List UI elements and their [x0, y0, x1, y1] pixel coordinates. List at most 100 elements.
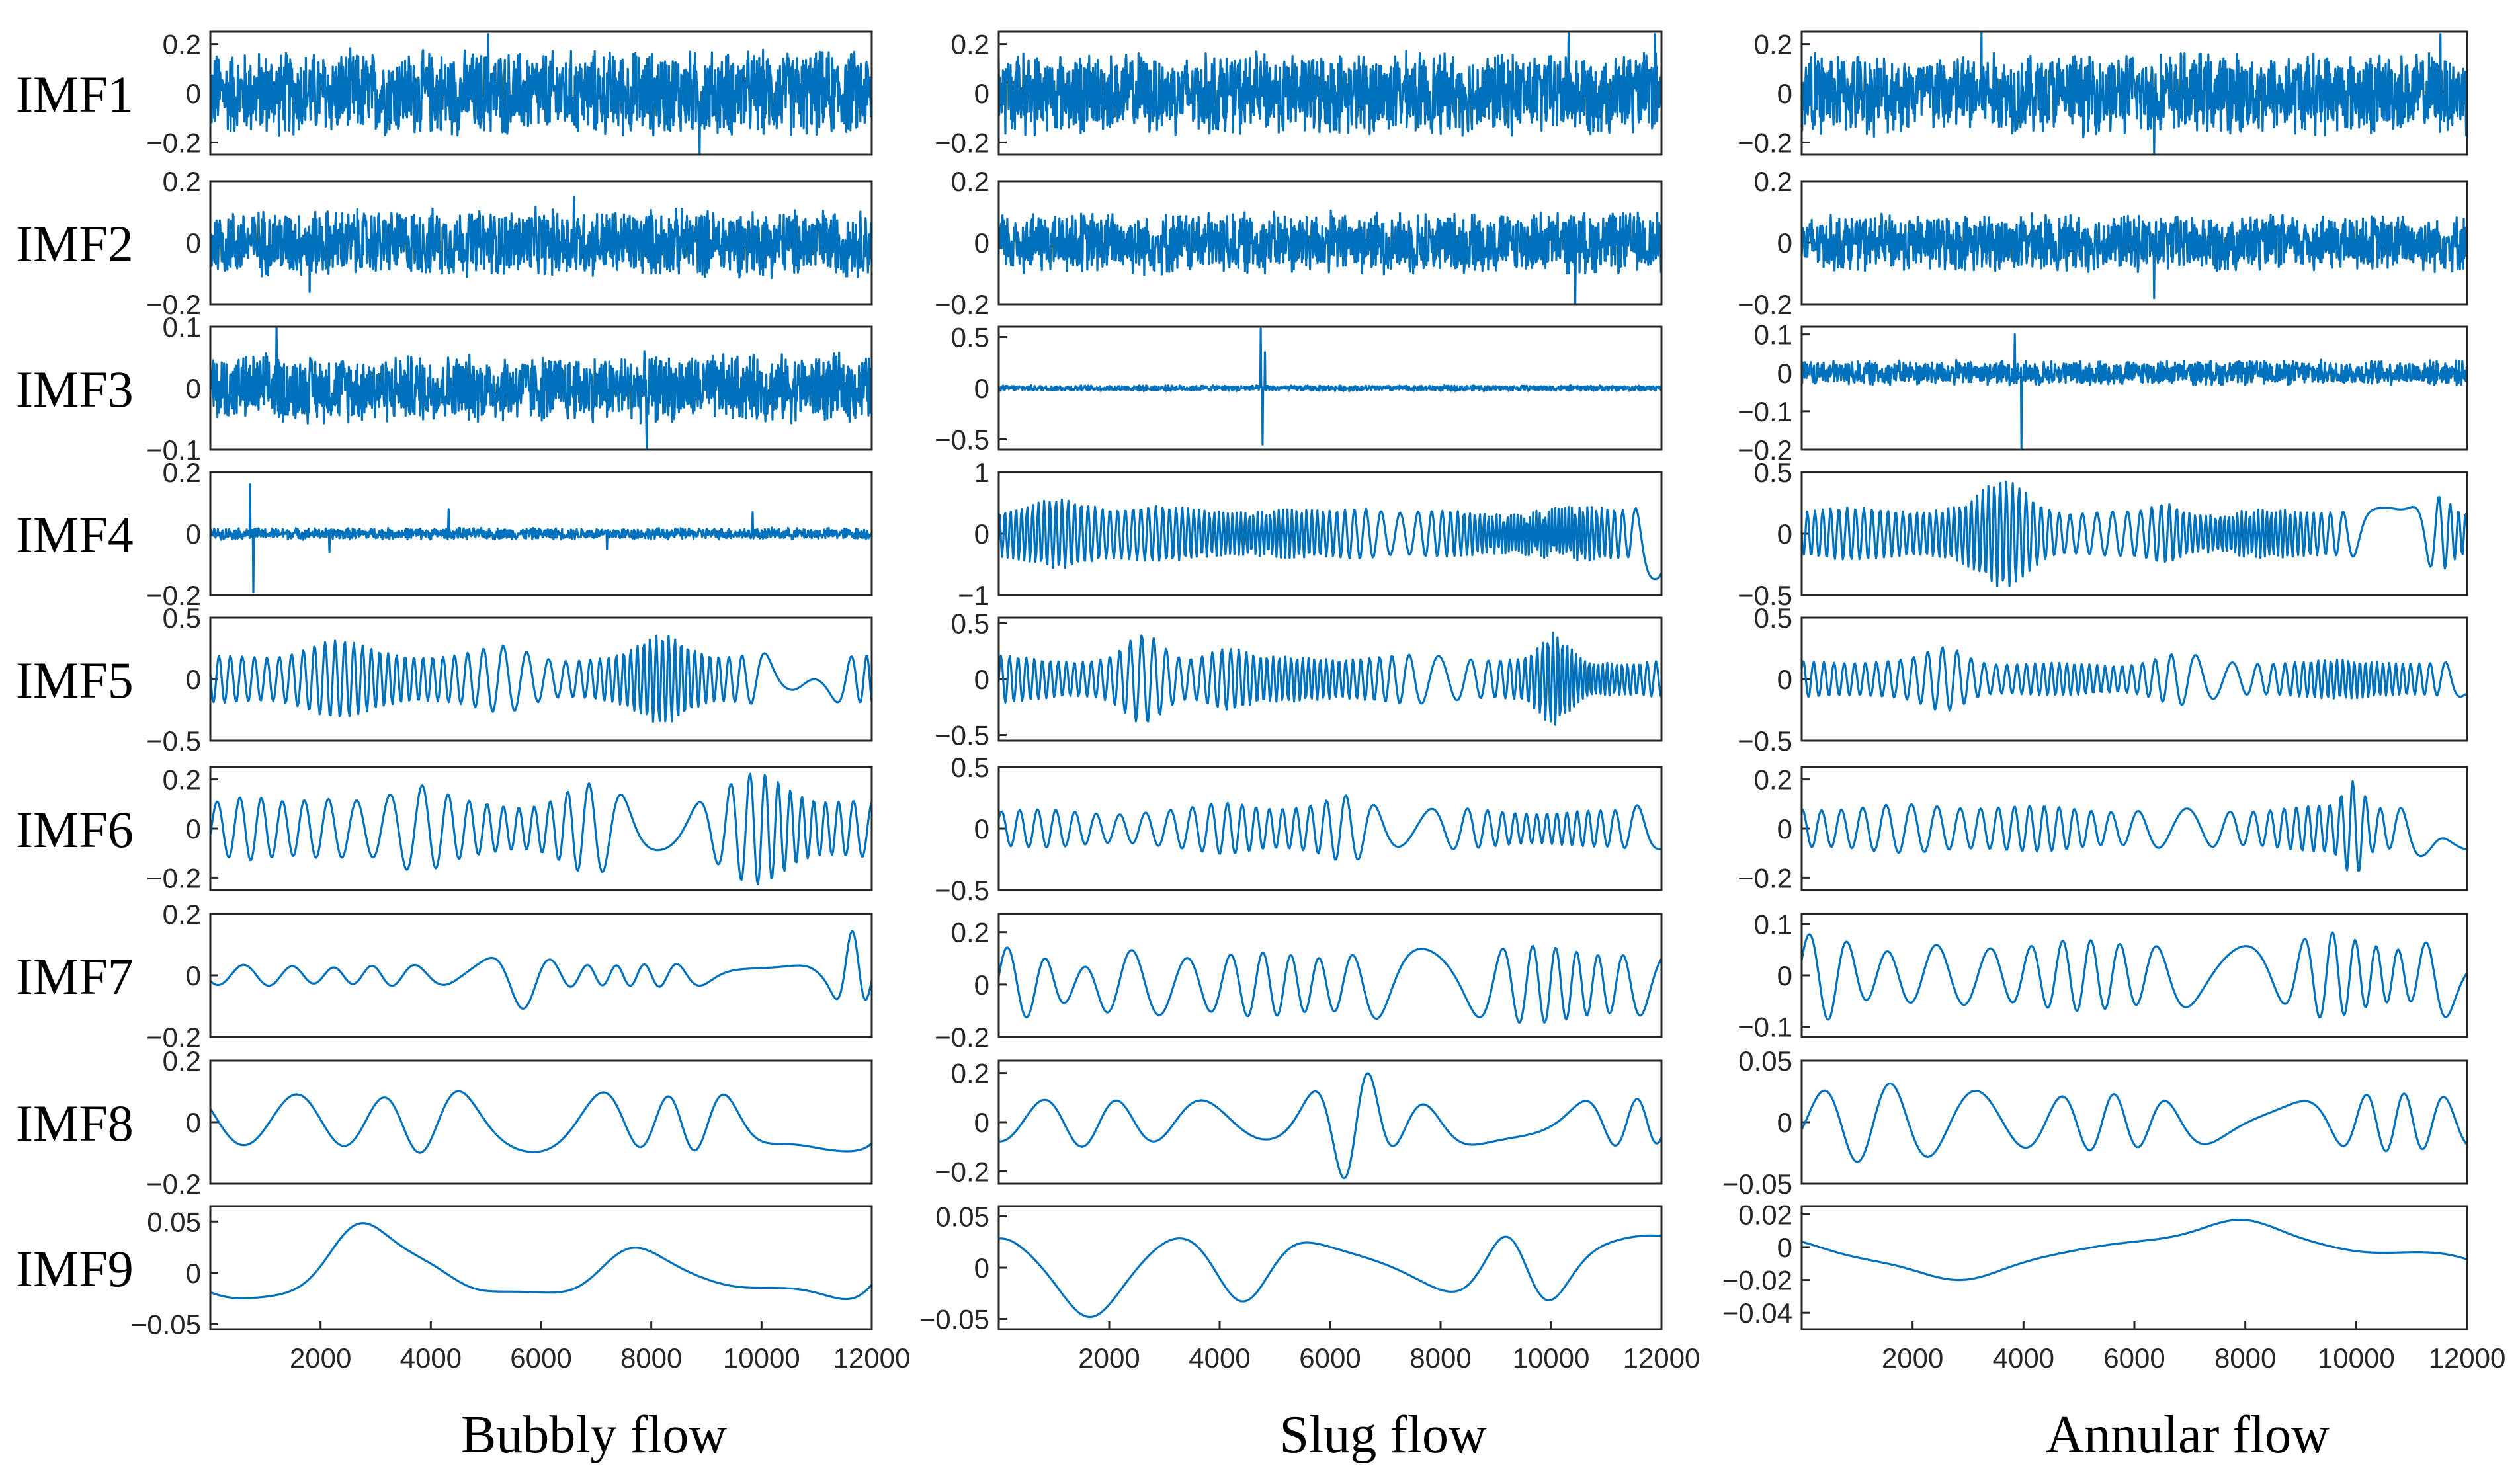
column-title-3: Annular flow [2046, 1406, 2330, 1464]
y-tick-label: −0.2 [1738, 127, 1792, 158]
y-tick-label: 0.5 [1754, 602, 1792, 634]
y-tick-label: 0 [974, 518, 989, 550]
y-tick-label: 0.2 [163, 899, 201, 930]
subplot-frame [997, 1205, 1663, 1330]
subplot-frame [209, 1205, 873, 1330]
y-tick-label: −0.2 [935, 127, 989, 158]
y-tick-label: 0 [974, 1252, 989, 1284]
y-tick-label: 0 [974, 373, 989, 404]
subplot-col2-imf3: 0.5 0 −0.5 [935, 322, 1663, 456]
signal-line [209, 930, 873, 1010]
y-tick-label: −0.2 [1738, 434, 1792, 466]
subplot-frame [209, 1059, 873, 1185]
x-tick-label: 8000 [620, 1342, 682, 1373]
signal-line [1801, 1219, 2468, 1282]
y-tick-label: −0.2 [146, 289, 201, 320]
y-tick-label: 0 [186, 1258, 201, 1289]
y-tick-label: −0.5 [935, 720, 989, 751]
y-tick-label: −0.04 [1722, 1297, 1792, 1329]
subplot-frame [209, 616, 873, 742]
subplot-col3-imf3: 0.1 0 −0.1 −0.2 [1738, 319, 2468, 466]
subplot-col1-imf3: 0.1 0 −0.1 [146, 311, 873, 466]
x-tick-label: 4000 [1993, 1342, 2054, 1373]
y-tick-label: −0.02 [1722, 1265, 1792, 1296]
y-tick-label: −0.2 [935, 289, 989, 320]
signal-line [209, 33, 873, 156]
subplot-col3-imf9: 0.020−0.02−0.04 [1722, 1199, 2468, 1330]
x-tick-label: 2000 [1882, 1342, 1943, 1373]
y-tick-label: 0 [186, 227, 201, 259]
y-tick-label: 0 [974, 813, 989, 844]
row-label-imf1: IMF1 [16, 65, 134, 123]
y-tick-label: −0.1 [146, 434, 201, 466]
signal-line [209, 1090, 872, 1154]
y-tick-label: 0 [186, 518, 201, 550]
x-tick-label: 10000 [2318, 1342, 2395, 1373]
signal-line [997, 632, 1663, 726]
y-tick-label: −0.2 [1738, 862, 1792, 893]
subplot-col1-imf6: 0.2 0 −0.2 [146, 764, 873, 893]
column-title-2: Slug flow [1279, 1406, 1487, 1464]
y-tick-label: 0 [186, 664, 201, 695]
subplot-frame [1800, 616, 2468, 742]
y-tick-label: −0.05 [919, 1304, 989, 1335]
x-tick-label: 8000 [2214, 1342, 2276, 1373]
signal-line [1800, 1082, 2468, 1163]
y-tick-label: 0 [974, 969, 989, 1001]
signal-line [1800, 480, 2468, 587]
subplot-frame [997, 1059, 1663, 1185]
y-tick-label: −0.2 [1738, 289, 1792, 320]
signal-line [998, 498, 1663, 581]
subplot-col3-imf7: 0.1 0 −0.1 [1738, 909, 2468, 1043]
y-tick-label: 0.05 [147, 1206, 201, 1237]
y-tick-label: 0.2 [163, 1045, 201, 1077]
y-tick-label: 0.2 [1754, 166, 1792, 197]
y-tick-label: −0.5 [935, 875, 989, 906]
signal-line [997, 209, 1663, 306]
x-tick-label: 10000 [723, 1342, 800, 1373]
row-label-imf7: IMF7 [16, 948, 134, 1005]
y-tick-label: 0.2 [951, 917, 989, 948]
signal-line [997, 944, 1663, 1024]
signal-line [1800, 30, 2468, 156]
y-tick-label: 0 [1777, 78, 1792, 109]
subplot-frame [997, 180, 1663, 306]
subplot-col2-imf8: 0.2 0 −0.2 [935, 1058, 1663, 1187]
subplot-frame [997, 471, 1663, 596]
y-tick-label: 0 [186, 1107, 201, 1138]
row-label-imf3: IMF3 [16, 360, 134, 418]
subplot-frame [209, 913, 873, 1038]
signal-line [209, 325, 873, 451]
y-tick-label: −0.2 [935, 1022, 989, 1053]
y-tick-label: −0.2 [146, 862, 201, 893]
y-tick-label: 0 [974, 78, 989, 109]
x-tick-label: 4000 [400, 1342, 462, 1373]
x-tick-label: 6000 [510, 1342, 571, 1373]
signal-line [998, 1234, 1662, 1319]
y-tick-label: 0 [974, 664, 989, 695]
signal-line [1800, 931, 2468, 1021]
y-tick-label: 0.2 [163, 166, 201, 197]
y-tick-label: 0.2 [163, 29, 201, 60]
y-tick-label: 0.05 [935, 1202, 989, 1233]
y-tick-label: −0.5 [935, 425, 989, 456]
signal-line [210, 1222, 873, 1301]
subplot-frame [997, 30, 1663, 156]
y-tick-label: 0 [186, 78, 201, 109]
subplot-frame [1800, 766, 2468, 891]
subplot-col1-imf1: 0.2 0 −0.2 [146, 29, 873, 158]
subplot-col2-imf9: 0.05 0 −0.05 [919, 1202, 1663, 1335]
subplot-col2-imf5: 0.5 0 −0.5 [935, 608, 1663, 751]
y-tick-label: 0.2 [1754, 764, 1792, 796]
signal-line [209, 483, 873, 593]
y-tick-label: 0 [974, 1107, 989, 1138]
y-tick-label: −0.1 [1738, 396, 1792, 427]
signal-line [997, 30, 1663, 137]
x-tick-label: 12000 [1623, 1342, 1701, 1373]
signal-line [1801, 780, 2468, 872]
subplot-col1-imf7: 0.2 0 −0.2 [146, 899, 873, 1053]
subplot-frame [209, 766, 873, 891]
y-tick-label: −0.5 [146, 725, 201, 756]
subplot-frame [1800, 913, 2468, 1038]
subplot-frame [1800, 30, 2468, 156]
